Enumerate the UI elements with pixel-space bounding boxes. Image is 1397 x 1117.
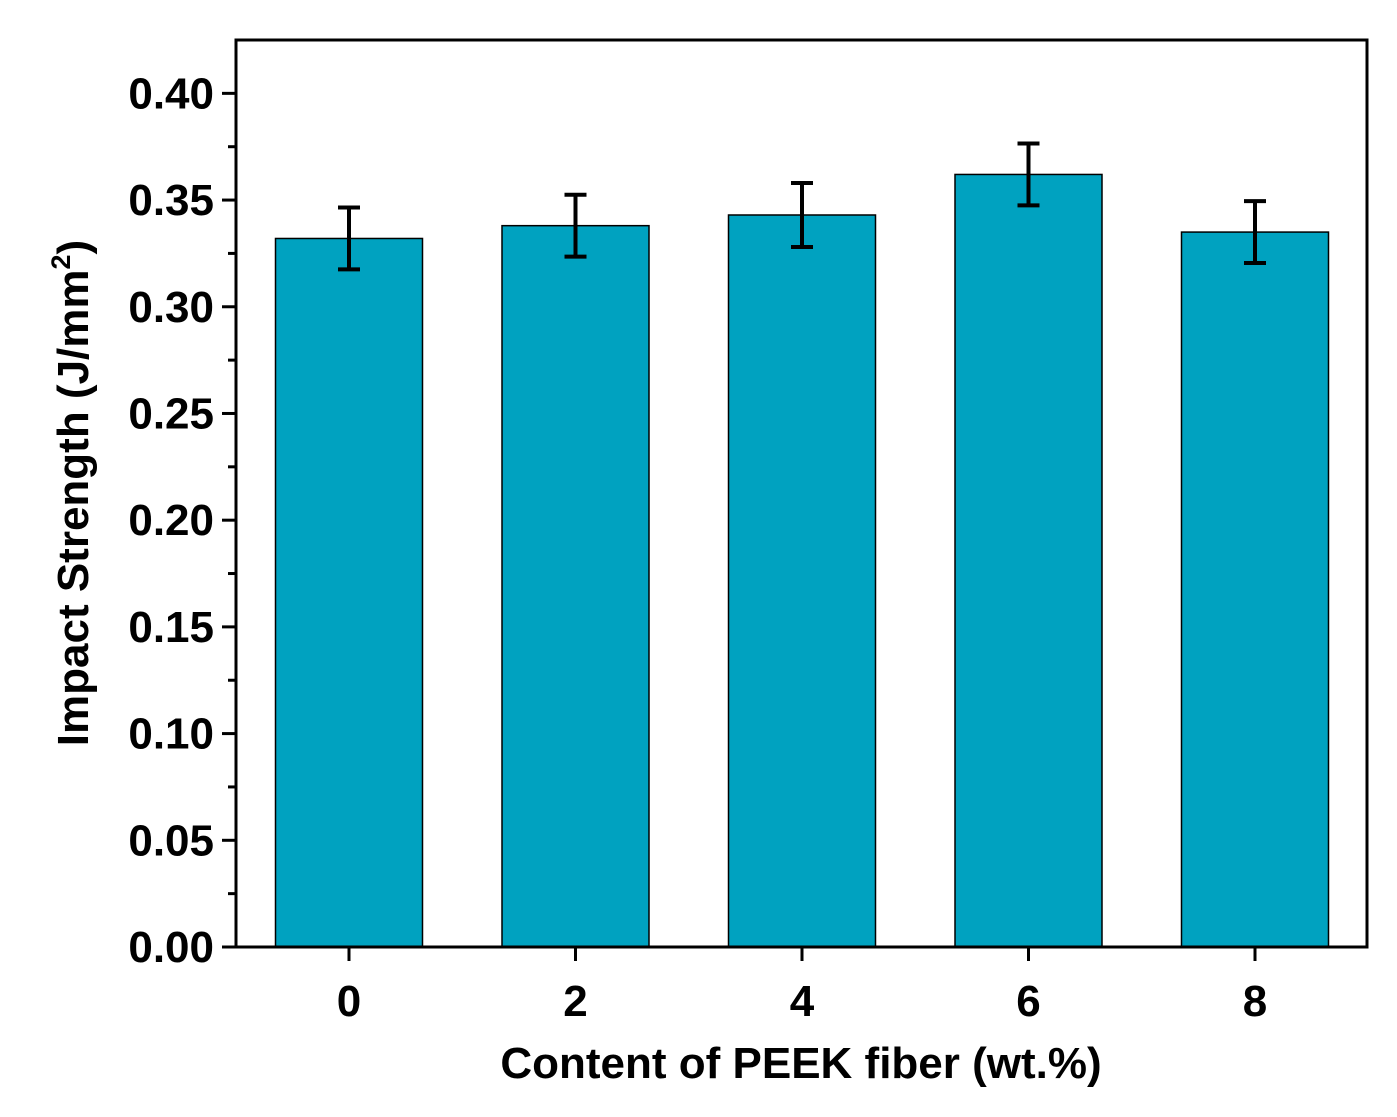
y-tick-label-0.25: 0.25	[128, 389, 214, 438]
y-tick-label-0.20: 0.20	[128, 496, 214, 545]
bars-layer	[274, 173, 1330, 948]
y-tick-label-0.10: 0.10	[128, 710, 214, 759]
x-tick-label-6: 6	[1016, 977, 1040, 1026]
x-tick-label-2: 2	[563, 977, 587, 1026]
y-axis-ticks: 0.00 0.05 0.10 0.15 0.20 0.25 0.30 0.35 0.40	[128, 69, 236, 972]
error-bars-layer	[338, 141, 1266, 272]
y-tick-label-0.30: 0.30	[128, 283, 214, 332]
y-axis-title-close: )	[49, 240, 98, 255]
y-tick-label-0.00: 0.00	[128, 923, 214, 972]
bar-6	[954, 173, 1103, 948]
x-axis-ticks: 0 2 4 6 8	[337, 947, 1267, 1026]
y-tick-label-0.40: 0.40	[128, 69, 214, 118]
bar-0	[274, 237, 424, 948]
x-tick-label-4: 4	[790, 977, 815, 1026]
y-axis-title-main: Impact Strength (J/mm	[49, 269, 98, 746]
x-tick-label-0: 0	[337, 977, 361, 1026]
y-tick-label-0.15: 0.15	[128, 603, 214, 652]
y-tick-label-0.05: 0.05	[128, 816, 214, 865]
x-axis-title: Content of PEEK fiber (wt.%)	[500, 1039, 1101, 1088]
y-tick-label-0.35: 0.35	[128, 176, 214, 225]
bar-4	[727, 214, 877, 948]
bar-2	[501, 224, 650, 948]
x-tick-label-8: 8	[1243, 977, 1267, 1026]
y-axis-title: Impact Strength (J/mm2)	[46, 240, 98, 746]
bar-8	[1180, 231, 1330, 948]
y-axis-title-superscript: 2	[46, 254, 76, 269]
